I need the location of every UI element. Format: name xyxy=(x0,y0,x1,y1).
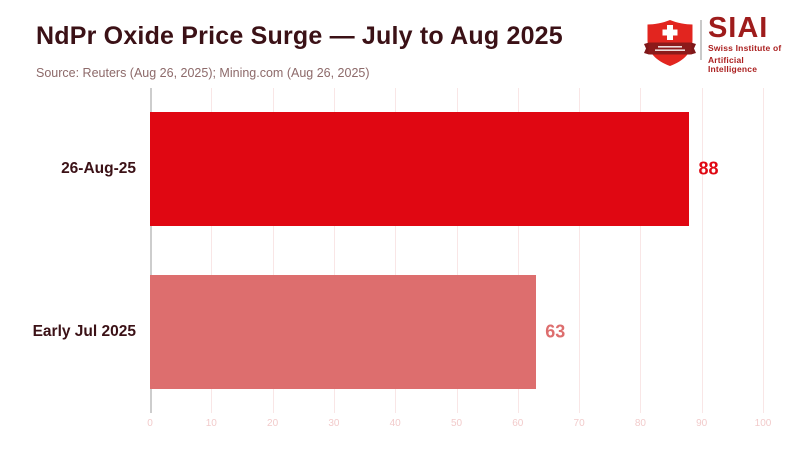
x-tick-label: 90 xyxy=(696,418,708,429)
source-attribution: Source: Reuters (Aug 26, 2025); Mining.c… xyxy=(36,66,370,80)
logo-divider xyxy=(699,20,702,60)
category-label: Early Jul 2025 xyxy=(32,322,136,340)
x-tick-label: 0 xyxy=(147,418,153,429)
category-label: 26-Aug-25 xyxy=(61,160,136,178)
bar-26-aug-25 xyxy=(150,112,690,227)
siai-logo: SIAI Swiss Institute of Artificial Intel… xyxy=(644,13,794,74)
gridline xyxy=(701,88,703,413)
gridline xyxy=(211,88,213,413)
x-tick-label: 70 xyxy=(573,418,585,429)
axis-zero-line xyxy=(150,88,152,413)
logo-subtitle-line2: Artificial Intelligence xyxy=(707,54,758,74)
logo-text-block: SIAI Swiss Institute of Artificial Intel… xyxy=(708,13,794,75)
gridline xyxy=(517,88,519,413)
value-label: 88 xyxy=(698,158,719,179)
x-tick-label: 20 xyxy=(267,418,279,429)
logo-acronym: SIAI xyxy=(707,12,769,44)
gridline xyxy=(272,88,274,413)
x-tick-label: 30 xyxy=(328,418,340,429)
bar-early-jul-2025 xyxy=(150,274,537,389)
gridline xyxy=(395,88,397,413)
gridline xyxy=(579,88,581,413)
x-tick-label: 50 xyxy=(450,418,463,429)
gridline xyxy=(763,88,764,413)
chart-title: NdPr Oxide Price Surge — July to Aug 202… xyxy=(36,22,563,50)
x-tick-label: 80 xyxy=(634,418,646,429)
x-tick-label: 10 xyxy=(205,418,217,429)
logo-subtitle-line1: Swiss Institute of xyxy=(707,43,782,53)
x-tick-label: 100 xyxy=(754,418,772,429)
x-tick-label: 60 xyxy=(512,418,524,429)
gridline xyxy=(333,88,335,413)
plot-area: 0 10 20 30 40 50 60 70 80 90 100 88 63 xyxy=(147,88,771,429)
value-label: 63 xyxy=(545,321,566,342)
gridline xyxy=(640,88,642,413)
x-tick-label: 40 xyxy=(389,418,401,429)
category-axis: 26-Aug-25 Early Jul 2025 xyxy=(0,88,136,413)
swiss-shield-icon xyxy=(644,20,696,66)
gridline xyxy=(456,88,458,413)
